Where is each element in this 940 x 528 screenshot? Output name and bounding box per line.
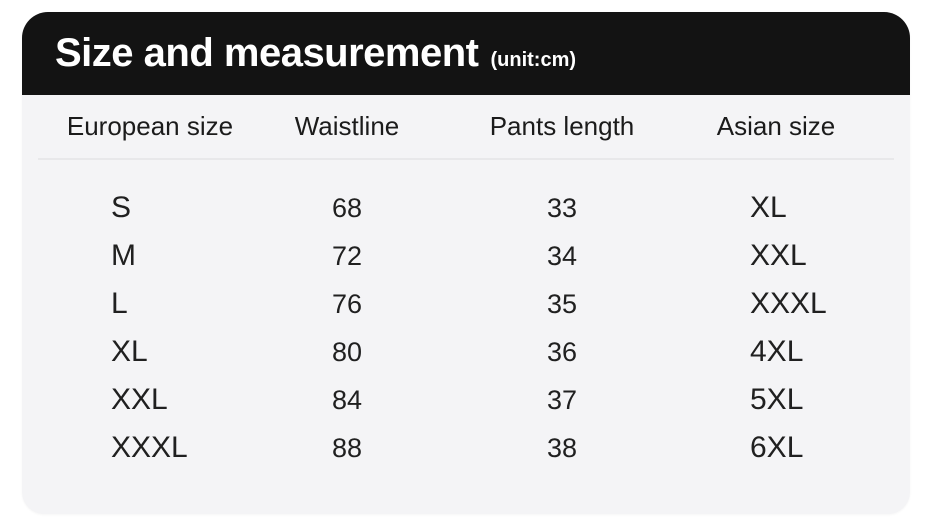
cell-waistline: 88 bbox=[331, 432, 363, 463]
column-header-pants-length: Pants length bbox=[489, 111, 635, 141]
cell-european-size: S bbox=[111, 191, 132, 224]
cell-pants-length: 33 bbox=[546, 192, 578, 223]
cell-european-size: L bbox=[111, 287, 128, 320]
size-table: European size Waistline Pants length Asi… bbox=[22, 95, 910, 472]
table-row: XL 80 36 4XL bbox=[22, 328, 910, 376]
table-row: XXXL 88 38 6XL bbox=[22, 424, 910, 472]
cell-european-size: XXL bbox=[111, 383, 168, 416]
table-row: XXL 84 37 5XL bbox=[22, 376, 910, 424]
cell-asian-size: XL bbox=[750, 191, 787, 224]
cell-asian-size: 6XL bbox=[750, 431, 804, 464]
cell-pants-length: 34 bbox=[546, 240, 578, 271]
cell-asian-size: 5XL bbox=[750, 383, 804, 416]
header-divider bbox=[38, 158, 894, 160]
unit-label: (unit:cm) bbox=[490, 49, 577, 71]
cell-european-size: M bbox=[111, 239, 136, 272]
cell-waistline: 72 bbox=[331, 240, 363, 271]
cell-asian-size: XXL bbox=[750, 239, 807, 272]
column-header-asian-size: Asian size bbox=[716, 111, 836, 141]
cell-waistline: 84 bbox=[331, 384, 363, 415]
cell-pants-length: 35 bbox=[546, 288, 578, 319]
cell-asian-size: 4XL bbox=[750, 335, 804, 368]
cell-pants-length: 36 bbox=[546, 336, 578, 367]
table-header-row: European size Waistline Pants length Asi… bbox=[22, 95, 910, 158]
cell-waistline: 80 bbox=[331, 336, 363, 367]
cell-waistline: 68 bbox=[331, 192, 363, 223]
column-header-european-size: European size bbox=[66, 111, 234, 141]
table-body: S 68 33 XL M 72 34 XXL L 76 35 XXXL XL 8… bbox=[22, 160, 910, 472]
cell-asian-size: XXXL bbox=[750, 287, 827, 320]
size-chart-header: Size and measurement (unit:cm) bbox=[22, 12, 910, 95]
cell-pants-length: 38 bbox=[546, 432, 578, 463]
column-header-waistline: Waistline bbox=[294, 111, 400, 141]
cell-waistline: 76 bbox=[331, 288, 363, 319]
cell-european-size: XL bbox=[111, 335, 148, 368]
size-chart-card: Size and measurement (unit:cm) European … bbox=[22, 12, 910, 514]
cell-european-size: XXXL bbox=[111, 431, 188, 464]
cell-pants-length: 37 bbox=[546, 384, 578, 415]
page-title: Size and measurement bbox=[55, 31, 479, 75]
table-row: L 76 35 XXXL bbox=[22, 280, 910, 328]
table-row: S 68 33 XL bbox=[22, 184, 910, 232]
table-row: M 72 34 XXL bbox=[22, 232, 910, 280]
